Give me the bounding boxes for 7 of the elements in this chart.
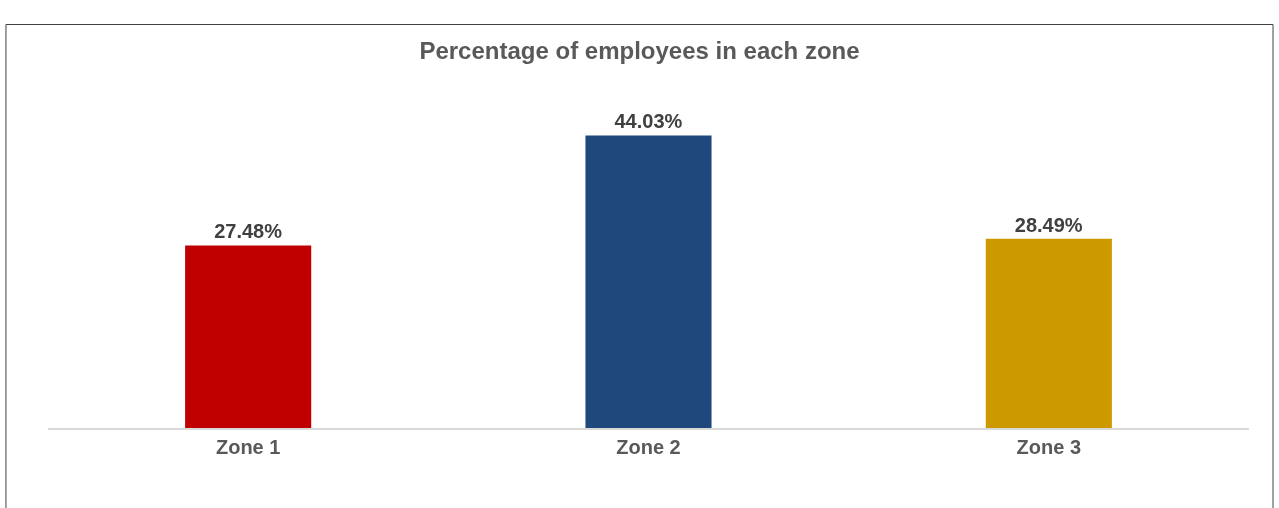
- x-tick-label: Zone 3: [1016, 435, 1082, 458]
- data-label: 44.03%: [614, 110, 683, 133]
- x-tick-label: Zone 1: [215, 435, 281, 458]
- data-label: 28.49%: [1014, 213, 1083, 236]
- x-tick-label: Zone 2: [616, 435, 681, 458]
- data-label: 27.48%: [214, 220, 283, 243]
- chart-title: Percentage of employees in each zone: [419, 37, 860, 65]
